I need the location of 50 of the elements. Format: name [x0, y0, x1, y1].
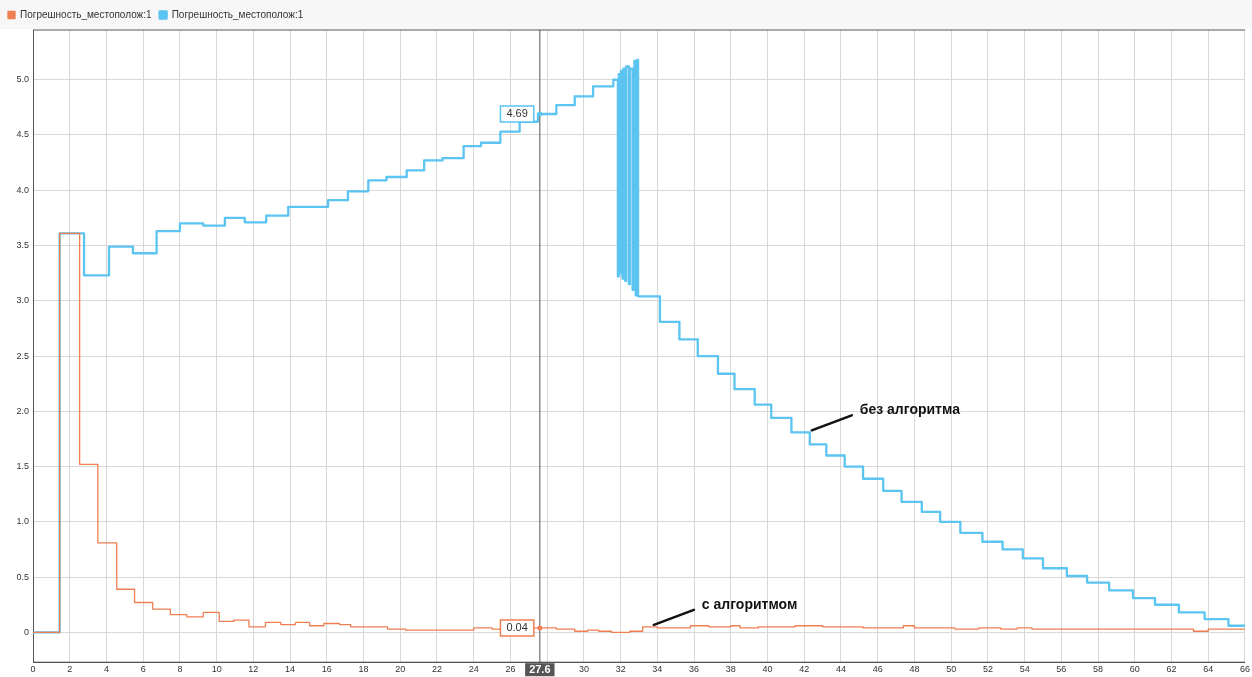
- x-tick-label: 14: [285, 664, 296, 675]
- y-tick-label: 5.0: [16, 74, 29, 85]
- x-tick-label: 10: [211, 664, 222, 675]
- y-tick-label: 0.5: [16, 571, 29, 582]
- x-tick-label: 36: [689, 664, 700, 675]
- x-tick-label: 20: [395, 664, 406, 675]
- x-tick-label: 56: [1056, 664, 1067, 675]
- x-tick-label: 16: [321, 664, 332, 675]
- x-tick-label: 50: [946, 664, 957, 675]
- x-tick-label: 24: [468, 664, 479, 675]
- x-tick-label: 30: [578, 664, 589, 675]
- legend-label: Погрешность_местополож:1: [171, 8, 304, 20]
- x-tick-label: 0: [30, 664, 36, 675]
- x-tick-label: 22: [431, 664, 443, 675]
- y-tick-label: 1.5: [16, 461, 29, 472]
- x-tick-label: 48: [909, 664, 920, 675]
- x-tick-label: 2: [67, 664, 73, 675]
- y-tick-label: 4.0: [16, 184, 29, 195]
- x-tick-label: 64: [1203, 664, 1214, 675]
- x-tick-label: 18: [358, 664, 369, 675]
- x-tick-label: 60: [1129, 664, 1140, 675]
- x-tick-label: 54: [1019, 664, 1030, 675]
- x-tick-label: 26: [505, 664, 516, 675]
- y-tick-label: 0: [23, 626, 29, 637]
- y-tick-label: 2.5: [16, 350, 29, 361]
- x-tick-label: 8: [177, 664, 183, 675]
- x-tick-label: 52: [982, 664, 993, 675]
- annotation: без алгоритма: [859, 401, 961, 418]
- legend-label: Погрешность_местополож:1: [20, 8, 153, 20]
- x-tick-label: 32: [615, 664, 626, 675]
- x-tick-label: 58: [1093, 664, 1104, 675]
- y-tick-label: 2.0: [16, 405, 29, 416]
- y-tick-label: 1.0: [16, 516, 29, 527]
- ref-line-label: 27.6: [529, 663, 551, 676]
- y-tick-label: 3.5: [16, 240, 29, 251]
- x-tick-label: 38: [725, 664, 736, 675]
- x-tick-label: 12: [248, 664, 259, 675]
- y-tick-label: 3.0: [16, 295, 29, 306]
- x-tick-label: 66: [1239, 664, 1250, 675]
- x-tick-label: 42: [799, 664, 810, 675]
- x-tick-label: 62: [1166, 664, 1177, 675]
- x-tick-label: 46: [872, 664, 883, 675]
- x-tick-label: 4: [103, 664, 109, 675]
- x-tick-label: 40: [762, 664, 773, 675]
- y-tick-label: 4.5: [16, 129, 29, 140]
- x-tick-label: 6: [140, 664, 146, 675]
- x-tick-label: 34: [652, 664, 663, 675]
- x-tick-label: 44: [835, 664, 846, 675]
- annotation: 4.69: [506, 107, 528, 120]
- annotation: с алгоритмом: [701, 595, 798, 612]
